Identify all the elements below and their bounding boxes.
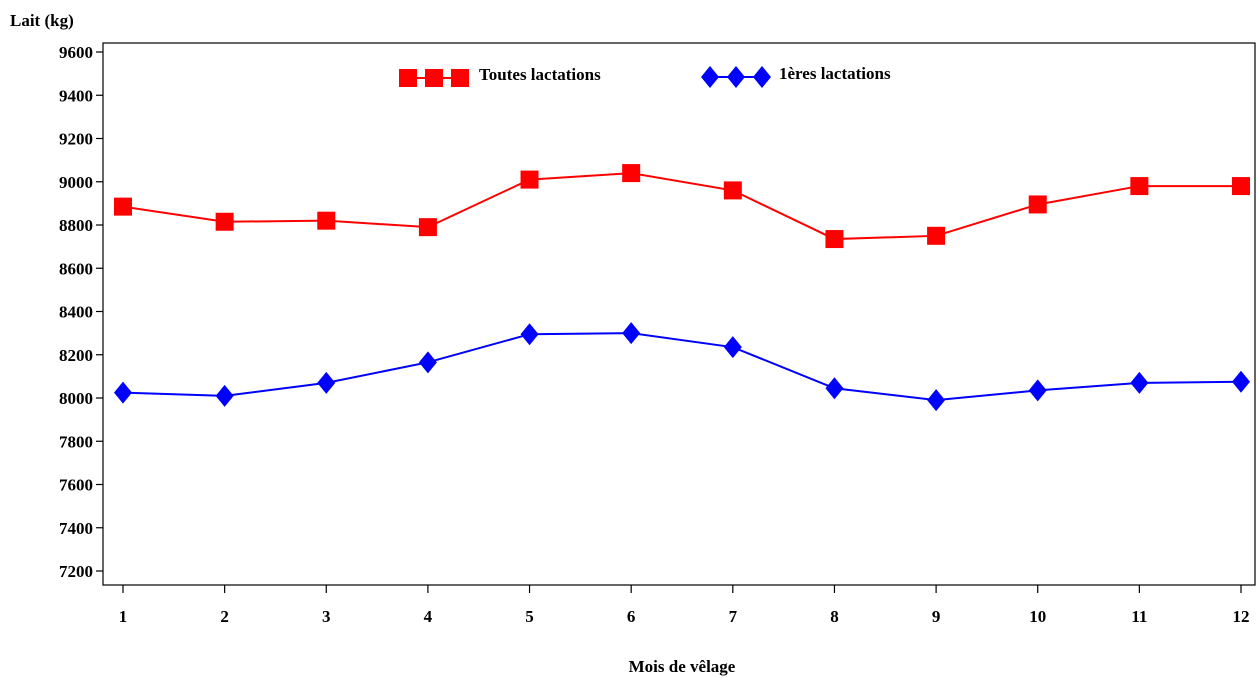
data-point-toutes-lactations bbox=[1232, 177, 1250, 196]
legend-marker bbox=[727, 66, 745, 88]
series-line-premieres-lactations bbox=[122, 332, 1242, 402]
data-point-premieres-lactations bbox=[215, 384, 234, 407]
y-tick-label: 8400 bbox=[59, 303, 93, 322]
y-tick-label: 9000 bbox=[59, 173, 93, 192]
data-point-premieres-lactations bbox=[927, 389, 946, 412]
series-premieres-lactations bbox=[114, 322, 1250, 412]
legend: Toutes lactations 1ères lactations bbox=[399, 64, 891, 88]
data-point-toutes-lactations bbox=[418, 218, 437, 237]
legend-item-toutes-lactations: Toutes lactations bbox=[399, 65, 601, 87]
x-axis: 1 2 3 4 5 6 7 8 9 10 11 12 bbox=[119, 585, 1250, 626]
data-point-toutes-lactations bbox=[825, 230, 844, 249]
data-point-toutes-lactations bbox=[723, 181, 742, 200]
legend-marker bbox=[701, 66, 719, 88]
data-point-toutes-lactations bbox=[317, 211, 336, 230]
y-tick-label: 7600 bbox=[59, 476, 93, 495]
data-point-premieres-lactations bbox=[114, 381, 132, 404]
x-tick-label: 5 bbox=[525, 607, 534, 626]
data-point-toutes-lactations bbox=[927, 226, 946, 245]
y-tick-label: 9600 bbox=[59, 43, 93, 62]
x-axis-title: Mois de vêlage bbox=[629, 657, 736, 676]
data-point-toutes-lactations bbox=[1130, 177, 1149, 196]
legend-marker bbox=[753, 66, 771, 88]
y-tick-label: 9200 bbox=[59, 130, 93, 149]
data-point-premieres-lactations bbox=[520, 323, 539, 346]
y-tick-label: 7400 bbox=[59, 519, 93, 538]
data-point-toutes-lactations bbox=[215, 212, 234, 231]
y-tick-label: 8600 bbox=[59, 259, 93, 278]
x-tick-label: 12 bbox=[1233, 607, 1250, 626]
x-tick-label: 1 bbox=[119, 607, 128, 626]
y-tick-label: 8200 bbox=[59, 346, 93, 365]
data-point-premieres-lactations bbox=[622, 322, 641, 345]
x-tick-label: 6 bbox=[627, 607, 636, 626]
legend-label: Toutes lactations bbox=[479, 65, 601, 84]
data-point-premieres-lactations bbox=[1232, 370, 1250, 393]
data-point-premieres-lactations bbox=[825, 377, 844, 400]
x-tick-label: 7 bbox=[729, 607, 738, 626]
series-toutes-lactations bbox=[114, 164, 1250, 249]
legend-marker bbox=[425, 69, 443, 87]
x-tick-label: 3 bbox=[322, 607, 331, 626]
x-tick-label: 4 bbox=[424, 607, 433, 626]
data-point-toutes-lactations bbox=[520, 170, 539, 189]
y-tick-label: 9400 bbox=[59, 86, 93, 105]
data-point-toutes-lactations bbox=[622, 164, 641, 183]
y-tick-label: 8000 bbox=[59, 389, 93, 408]
series-line-toutes-lactations bbox=[122, 172, 1241, 241]
x-tick-label: 8 bbox=[830, 607, 839, 626]
data-point-premieres-lactations bbox=[1028, 379, 1047, 402]
data-point-premieres-lactations bbox=[723, 336, 742, 359]
y-tick-label: 7800 bbox=[59, 432, 93, 451]
data-point-toutes-lactations bbox=[1028, 195, 1047, 214]
y-tick-label: 7200 bbox=[59, 562, 93, 581]
legend-marker bbox=[451, 69, 469, 87]
x-tick-label: 11 bbox=[1131, 607, 1147, 626]
data-point-premieres-lactations bbox=[1130, 371, 1149, 394]
data-point-toutes-lactations bbox=[114, 197, 132, 216]
x-tick-label: 10 bbox=[1029, 607, 1046, 626]
y-axis: 7200 7400 7600 7800 8000 8200 8400 8600 8800 9000… bbox=[59, 43, 103, 581]
plot-area-frame bbox=[102, 42, 1256, 586]
y-axis-title: Lait (kg) bbox=[10, 11, 74, 30]
legend-item-premieres-lactations: 1ères lactations bbox=[701, 64, 891, 88]
x-tick-label: 2 bbox=[220, 607, 229, 626]
data-point-premieres-lactations bbox=[418, 351, 437, 374]
y-tick-label: 8800 bbox=[59, 216, 93, 235]
x-tick-label: 9 bbox=[932, 607, 941, 626]
legend-marker bbox=[399, 69, 417, 87]
series-layer bbox=[114, 164, 1250, 412]
data-point-premieres-lactations bbox=[317, 371, 336, 394]
legend-label: 1ères lactations bbox=[779, 64, 891, 83]
